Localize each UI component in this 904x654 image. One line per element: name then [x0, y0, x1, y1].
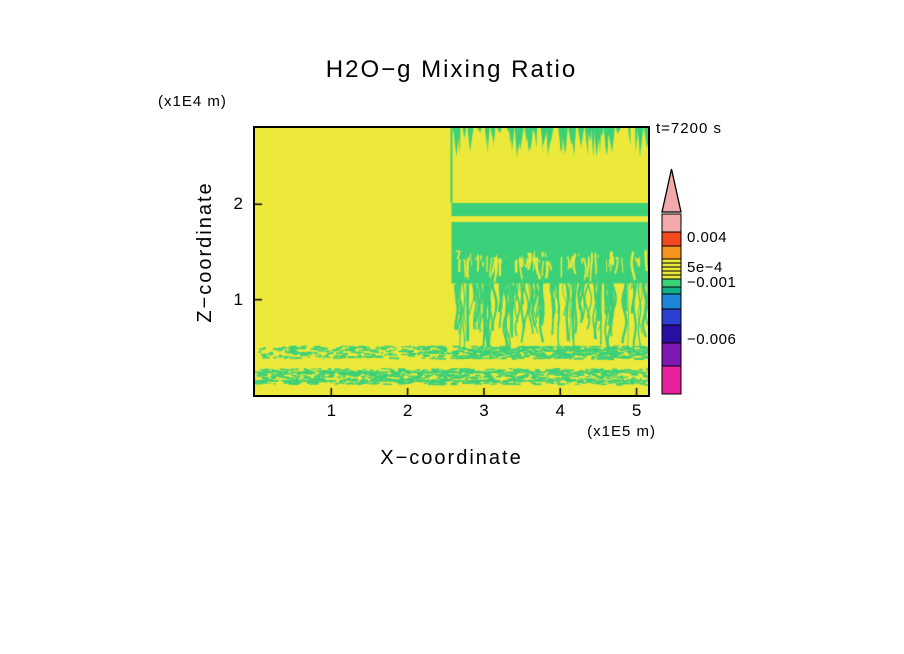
- colorbar-segment: [661, 270, 682, 276]
- colorbar-tick-label: 0.004: [687, 229, 728, 247]
- colorbar-segment: [661, 245, 682, 260]
- plot-area: [253, 126, 650, 397]
- colorbar-segment: [661, 324, 682, 344]
- y-axis-label: Z−coordinate: [194, 181, 216, 323]
- colorbar-segment: [661, 308, 682, 326]
- x-tick-label: 4: [555, 401, 565, 420]
- x-axis-label: X−coordinate: [380, 447, 523, 469]
- colorbar-segment: [661, 365, 682, 395]
- time-label: t=7200 s: [656, 120, 722, 137]
- colorbar-segment: [661, 274, 682, 280]
- y-axis-unit: (x1E4 m): [158, 93, 227, 110]
- chart-title: H2O−g Mixing Ratio: [325, 56, 578, 83]
- y-tick-label: 2: [233, 194, 243, 214]
- x-axis-unit: (x1E5 m): [587, 423, 656, 440]
- x-tick-label: 2: [402, 401, 413, 420]
- colorbar-segment: [661, 293, 682, 310]
- colorbar-segment: [661, 262, 682, 268]
- y-tick-label: 1: [233, 289, 243, 309]
- colorbar-segment: [661, 213, 682, 233]
- colorbar-segment: [661, 342, 682, 367]
- heatmap-canvas: [255, 128, 648, 395]
- colorbar-tick-label: −0.006: [687, 330, 737, 348]
- colorbar-tick-label: 5e−4: [687, 259, 723, 277]
- colorbar-segment: [661, 286, 682, 295]
- x-tick-label: 1: [326, 401, 337, 420]
- colorbar-tick-label: −0.001: [687, 274, 737, 292]
- colorbar-segment: [661, 258, 682, 264]
- colorbar-segment: [661, 278, 682, 288]
- colorbar-segment: [661, 231, 682, 247]
- colorbar: [661, 168, 682, 395]
- x-tick-label: 5: [631, 401, 642, 420]
- colorbar-arrow-icon: [661, 168, 682, 213]
- colorbar-segment: [661, 266, 682, 272]
- x-tick-label: 3: [479, 401, 489, 420]
